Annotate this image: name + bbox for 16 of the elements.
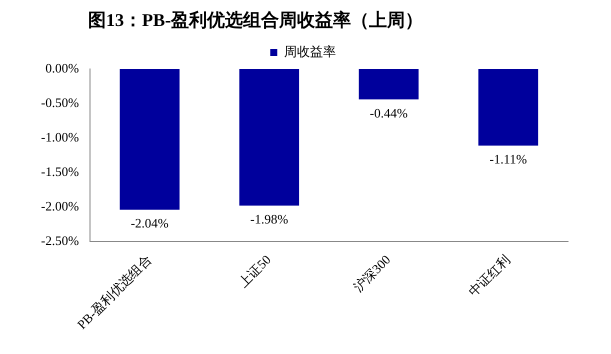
x-tick-label: 上证50 [236, 252, 274, 290]
x-tick-label: 沪深300 [350, 252, 394, 295]
x-tick-label: PB-盈利优选组合 [74, 252, 154, 332]
y-tick-label: -2.00% [40, 198, 80, 214]
x-tick-label: 中证红利 [465, 252, 513, 300]
legend-label: 周收益率 [284, 44, 336, 59]
data-label: -0.44% [370, 105, 408, 120]
y-tick-label: 0.00% [45, 60, 80, 76]
data-label: -1.98% [250, 212, 288, 227]
data-label: -2.04% [130, 216, 169, 231]
chart-title: 图13：PB-盈利优选组合周收益率（上周） [88, 9, 424, 32]
y-tick-label: -2.50% [40, 232, 80, 248]
y-tick-label: -0.50% [40, 94, 80, 110]
y-tick-label: -1.50% [40, 164, 80, 179]
y-tick-label: -1.00% [40, 129, 80, 144]
data-label: -1.11% [490, 152, 528, 167]
